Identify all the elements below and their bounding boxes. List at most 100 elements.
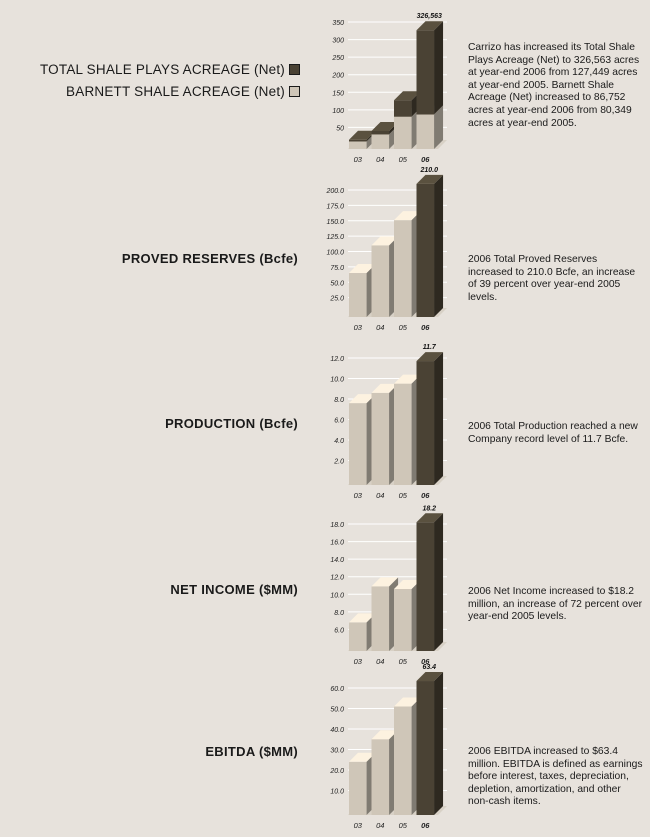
bar-03-top xyxy=(349,613,376,623)
y-tick-label: 14.0 xyxy=(330,557,344,564)
bar-06 xyxy=(416,513,444,651)
x-tick-label: 03 xyxy=(354,821,363,830)
net-income-title: NET INCOME ($MM) xyxy=(170,582,298,597)
y-tick-label: 100.0 xyxy=(326,250,344,257)
y-tick-label: 150.0 xyxy=(326,219,344,226)
bar-06-side xyxy=(434,672,444,815)
bar-04-front xyxy=(371,245,390,317)
bar-03-front xyxy=(349,403,367,485)
x-tick-label: 06 xyxy=(421,155,430,164)
bar-barnett-03-front xyxy=(349,141,367,149)
bar-04-top xyxy=(371,730,399,740)
bar-total-06-top xyxy=(416,21,444,31)
x-tick-label: 06 xyxy=(421,491,430,500)
y-tick-label: 10.0 xyxy=(330,789,344,796)
y-tick-label: 200 xyxy=(331,73,344,80)
bar-total-06-side xyxy=(434,21,444,115)
net-income-description: 2006 Net Income increased to $18.2 milli… xyxy=(468,586,642,623)
bar-06-top xyxy=(416,672,444,682)
y-tick-label: 10.0 xyxy=(330,377,344,384)
bar-total-03-front xyxy=(349,139,367,142)
bar-04-top xyxy=(371,383,399,393)
bar-03-top xyxy=(349,394,376,404)
y-tick-label: 18.0 xyxy=(330,522,344,529)
y-tick-label: 50.0 xyxy=(330,707,344,714)
y-tick-label: 300 xyxy=(332,38,344,45)
bar-total-06-front xyxy=(416,30,435,115)
bar-06-top xyxy=(416,352,444,362)
x-tick-label: 03 xyxy=(354,155,363,164)
x-tick-label: 05 xyxy=(399,657,408,666)
x-tick-label: 04 xyxy=(376,323,384,332)
bar-05-top xyxy=(394,374,421,384)
ebitda-title: EBITDA ($MM) xyxy=(205,744,298,759)
y-tick-label: 200.0 xyxy=(325,188,344,195)
bar-06 xyxy=(416,352,444,485)
proved-reserves-chart: 200.0 175.0 150.0 125.0 100.0 75.0 50.0 25.0 03 0… xyxy=(325,167,447,332)
legend-barnett-shale: BARNETT SHALE ACREAGE (Net) xyxy=(66,84,300,99)
y-tick-label: 30.0 xyxy=(330,748,344,755)
bar-04-top xyxy=(371,577,399,587)
bar-06 xyxy=(416,174,444,317)
bar-barnett-06-front xyxy=(416,114,435,149)
data-label: 210.0 xyxy=(420,167,439,174)
proved-reserves-description: 2006 Total Proved Reserves increased to … xyxy=(468,254,636,303)
x-tick-label: 06 xyxy=(421,821,430,830)
bar-06-side xyxy=(434,174,444,317)
x-tick-label: 05 xyxy=(399,323,408,332)
bar-total-03-top xyxy=(349,130,376,140)
x-tick-label: 03 xyxy=(354,323,363,332)
bar-04-front xyxy=(371,586,390,651)
y-tick-label: 16.0 xyxy=(330,540,344,547)
y-tick-label: 12.0 xyxy=(330,356,344,363)
production-description: 2006 Total Production reached a new Comp… xyxy=(468,421,638,445)
bar-06-front xyxy=(416,183,435,317)
y-tick-label: 125.0 xyxy=(326,234,344,241)
legend-total-shale-label: TOTAL SHALE PLAYS ACREAGE (Net) xyxy=(39,62,285,77)
y-tick-label: 100 xyxy=(332,108,344,115)
data-label: 11.7 xyxy=(423,344,437,351)
bar-05-front xyxy=(394,589,412,651)
acreage-description: Carrizo has increased its Total Shale Pl… xyxy=(468,42,640,129)
bar-05-front xyxy=(394,706,412,815)
bar-05-front xyxy=(394,220,412,317)
data-label: 63.4 xyxy=(422,664,436,671)
y-tick-label: 8.0 xyxy=(334,610,344,617)
ebitda-description: 2006 EBITDA increased to $63.4 million. … xyxy=(468,746,643,808)
y-tick-label: 12.0 xyxy=(330,575,344,582)
x-tick-label: 03 xyxy=(354,491,363,500)
bar-total-05-top xyxy=(394,91,421,101)
legend-light-swatch xyxy=(289,86,300,97)
production-title: PRODUCTION (Bcfe) xyxy=(165,416,298,431)
legend-dark-swatch xyxy=(289,64,300,75)
bar-05-front xyxy=(394,383,412,485)
bar-06-top xyxy=(416,513,444,523)
bar-05-top xyxy=(394,211,421,221)
x-tick-label: 06 xyxy=(421,657,430,666)
x-tick-label: 04 xyxy=(376,491,384,500)
bar-06 xyxy=(416,672,444,815)
x-tick-label: 04 xyxy=(376,821,384,830)
bar-03-front xyxy=(349,622,367,651)
y-tick-label: 175.0 xyxy=(326,203,344,210)
bar-barnett-06-side xyxy=(434,105,444,149)
bar-06-front xyxy=(416,522,435,651)
bar-03-front xyxy=(349,761,367,815)
y-tick-label: 20.0 xyxy=(329,768,344,775)
bar-barnett-04-front xyxy=(371,134,390,149)
y-tick-label: 150 xyxy=(332,90,344,97)
y-tick-label: 4.0 xyxy=(334,438,344,445)
y-tick-label: 40.0 xyxy=(330,727,344,734)
y-tick-label: 60.0 xyxy=(330,686,344,693)
data-label: 326,563 xyxy=(417,13,442,20)
x-tick-label: 05 xyxy=(399,821,408,830)
proved-reserves-title: PROVED RESERVES (Bcfe) xyxy=(121,251,298,266)
y-tick-label: 50 xyxy=(336,125,344,132)
y-tick-label: 350 xyxy=(332,20,344,27)
bar-03-top xyxy=(349,752,376,762)
bar-06-side xyxy=(434,513,444,651)
bar-06-top xyxy=(416,174,444,184)
legend-total-shale: TOTAL SHALE PLAYS ACREAGE (Net) xyxy=(40,62,300,77)
acreage-chart: 350 300 250 200 150 100 50 03 04 05 06 326,563 xyxy=(331,13,447,164)
legend-barnett-shale-label: BARNETT SHALE ACREAGE (Net) xyxy=(66,84,285,99)
